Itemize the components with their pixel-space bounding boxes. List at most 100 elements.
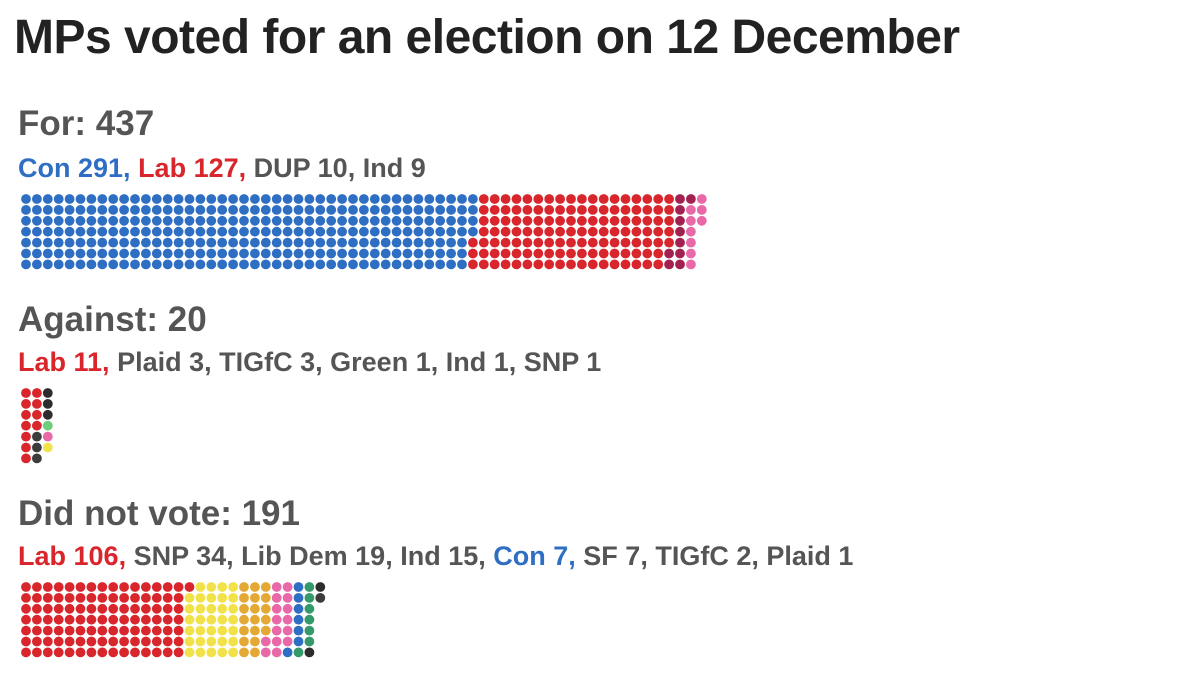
dot-con — [108, 205, 119, 215]
dot-con — [468, 215, 478, 226]
dot-con — [32, 226, 42, 237]
dot-lab — [173, 614, 184, 625]
dot-tigfc — [42, 388, 53, 398]
dot-snp — [228, 603, 239, 614]
dot-con — [162, 248, 173, 259]
dot-con — [402, 226, 413, 237]
dot-lab — [75, 603, 86, 614]
dot-con — [173, 248, 184, 259]
dot-lab — [53, 603, 64, 614]
dot-lab — [544, 237, 555, 248]
dot-lab — [566, 194, 576, 204]
dot-con — [260, 215, 271, 226]
dot-con — [468, 205, 478, 215]
dot-lab — [478, 237, 489, 248]
dot-lab — [64, 625, 75, 636]
dot-con — [32, 237, 42, 248]
dot-con — [97, 194, 108, 204]
dot-dup — [675, 226, 685, 237]
dot-con — [402, 259, 413, 270]
dot-lab — [587, 205, 598, 215]
dot-con — [21, 226, 31, 237]
dot-con — [260, 248, 271, 259]
breakdown-label-ind: Ind 15 — [400, 541, 479, 571]
dot-lab — [544, 205, 555, 215]
dot-con — [86, 205, 97, 215]
dot-lab — [511, 194, 522, 204]
dot-lab — [75, 647, 86, 658]
dot-con — [173, 215, 184, 226]
dot-lab — [32, 420, 42, 431]
dot-con — [42, 215, 53, 226]
dot-lib-dem — [260, 603, 271, 614]
dot-con — [293, 215, 304, 226]
dot-con — [53, 226, 64, 237]
breakdown-label-snp: SNP 1 — [523, 347, 602, 377]
dot-con — [64, 248, 75, 259]
dot-con — [184, 259, 195, 270]
dot-con — [108, 194, 119, 204]
dot-con — [162, 205, 173, 215]
dot-lab — [108, 614, 119, 625]
dot-ind — [271, 625, 282, 636]
dot-lab — [577, 248, 587, 259]
dot-dup — [664, 248, 674, 259]
dot-con — [282, 215, 293, 226]
dot-con — [141, 205, 151, 215]
dot-snp — [217, 614, 228, 625]
dot-ind — [42, 431, 53, 442]
dot-con — [293, 237, 304, 248]
dot-con — [228, 259, 239, 270]
dot-con — [348, 248, 358, 259]
dot-dup — [675, 205, 685, 215]
dot-snp — [206, 625, 217, 636]
dot-con — [97, 215, 108, 226]
dot-ind — [271, 614, 282, 625]
dot-snp — [195, 614, 206, 625]
dot-lab — [566, 259, 576, 270]
dot-lab — [620, 248, 631, 259]
dot-lab — [75, 614, 86, 625]
dot-lab — [489, 259, 500, 270]
dot-lab — [42, 603, 53, 614]
dot-lab — [130, 647, 140, 658]
dot-con — [217, 248, 228, 259]
dot-lab — [151, 647, 162, 658]
dot-lab — [162, 582, 173, 592]
dot-lab — [75, 636, 86, 647]
dot-lab — [566, 248, 576, 259]
separator: , — [226, 541, 242, 571]
dot-con — [119, 205, 129, 215]
dot-snp — [206, 647, 217, 658]
dot-con — [413, 194, 424, 204]
dot-lab — [21, 582, 31, 592]
dot-con — [141, 226, 151, 237]
dot-con — [271, 237, 282, 248]
dot-lab — [664, 226, 674, 237]
dot-con — [304, 194, 315, 204]
dot-snp — [206, 582, 217, 592]
dot-ind — [271, 636, 282, 647]
dot-con — [228, 237, 239, 248]
dot-con — [151, 237, 162, 248]
dot-lab — [21, 431, 31, 442]
dot-lab — [500, 259, 511, 270]
dot-con — [424, 248, 435, 259]
separator: , — [430, 347, 446, 377]
dot-con — [217, 215, 228, 226]
dot-con — [304, 205, 315, 215]
dot-snp — [228, 593, 239, 603]
dot-con — [151, 205, 162, 215]
dot-con — [53, 215, 64, 226]
dot-lab — [97, 603, 108, 614]
dot-con — [315, 194, 326, 204]
dot-lab — [620, 194, 631, 204]
dot-con — [260, 237, 271, 248]
dot-lab — [86, 614, 97, 625]
dot-lab — [489, 248, 500, 259]
dot-lab — [184, 582, 195, 592]
dot-lab — [97, 582, 108, 592]
dot-lab — [64, 603, 75, 614]
dot-con — [108, 237, 119, 248]
dot-lib-dem — [260, 625, 271, 636]
